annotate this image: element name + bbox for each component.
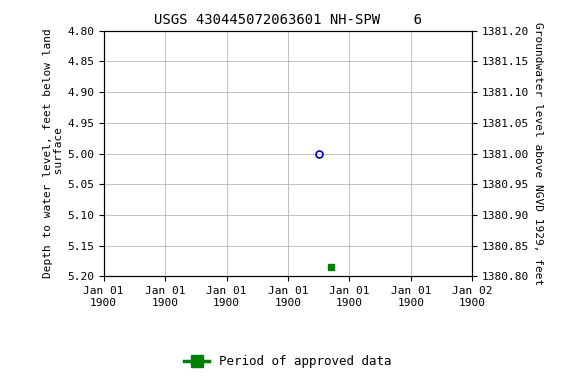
Title: USGS 430445072063601 NH-SPW    6: USGS 430445072063601 NH-SPW 6 (154, 13, 422, 27)
Y-axis label: Groundwater level above NGVD 1929, feet: Groundwater level above NGVD 1929, feet (533, 22, 544, 285)
Y-axis label: Depth to water level, feet below land
 surface: Depth to water level, feet below land su… (43, 29, 64, 278)
Legend: Period of approved data: Period of approved data (179, 351, 397, 374)
